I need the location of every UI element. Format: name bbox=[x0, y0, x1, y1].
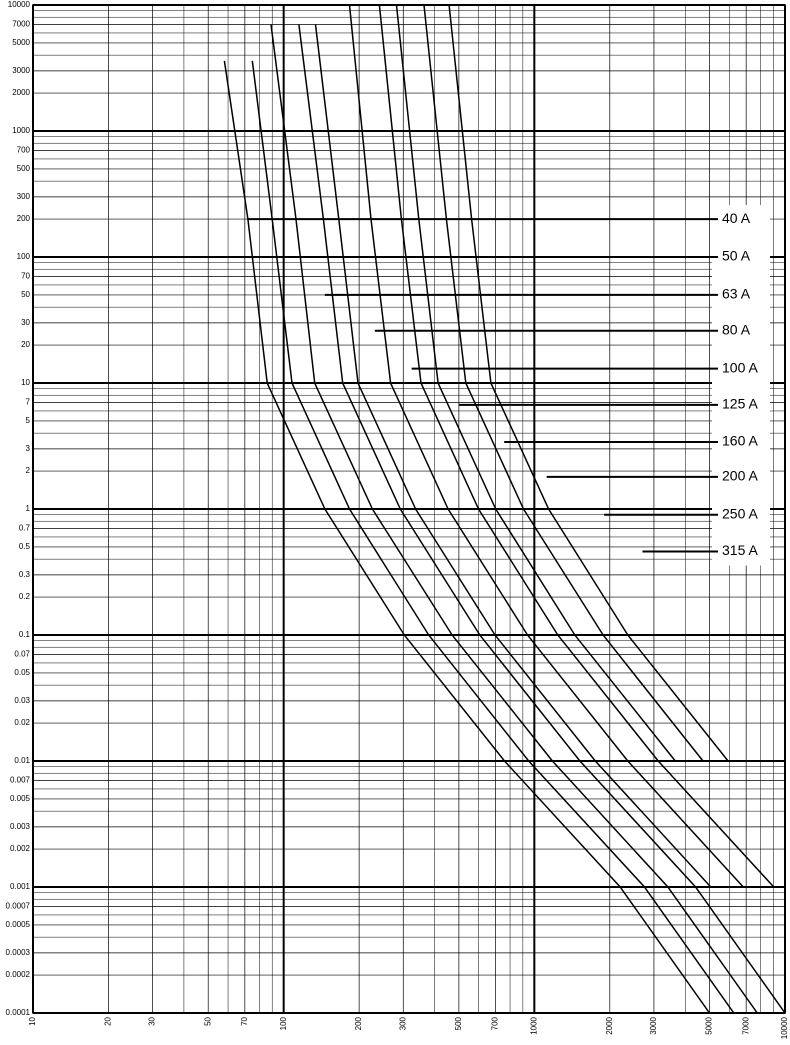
rating-label: 250 A bbox=[722, 505, 758, 521]
y-tick-label: 0.3 bbox=[19, 570, 31, 579]
y-tick-label: 2000 bbox=[12, 88, 30, 97]
label-panel bbox=[712, 205, 770, 566]
x-tick-label: 10000 bbox=[780, 1016, 789, 1039]
y-tick-label: 0.1 bbox=[19, 630, 31, 639]
x-tick-label: 5000 bbox=[705, 1016, 714, 1034]
curve bbox=[395, 5, 676, 762]
y-tick-label: 7 bbox=[26, 398, 31, 407]
y-tick-label: 0.7 bbox=[19, 524, 31, 533]
y-tick-label: 700 bbox=[17, 146, 31, 155]
y-tick-label: 0.05 bbox=[14, 668, 30, 677]
y-tick-label: 500 bbox=[17, 164, 31, 173]
y-tick-label: 5000 bbox=[12, 38, 30, 47]
x-tick-label: 2000 bbox=[605, 1016, 614, 1034]
y-tick-label: 2 bbox=[26, 466, 31, 475]
rating-label: 315 A bbox=[722, 542, 758, 558]
y-tick-label: 200 bbox=[17, 214, 31, 223]
x-tick-label: 300 bbox=[398, 1016, 407, 1030]
y-tick-label: 0.03 bbox=[14, 696, 30, 705]
x-tick-label: 3000 bbox=[649, 1016, 658, 1034]
y-tick-label: 0.0003 bbox=[6, 948, 31, 957]
y-tick-label: 7000 bbox=[12, 20, 30, 29]
x-tick-label: 700 bbox=[491, 1016, 500, 1030]
x-tick-label: 70 bbox=[240, 1016, 249, 1025]
y-tick-label: 100 bbox=[17, 252, 31, 261]
rating-label: 200 A bbox=[722, 468, 758, 484]
x-tick-label: 10 bbox=[28, 1016, 37, 1025]
y-tick-label: 10000 bbox=[8, 0, 31, 9]
y-tick-label: 0.002 bbox=[10, 844, 31, 853]
plot-frame bbox=[32, 4, 786, 1014]
y-tick-label: 30 bbox=[21, 318, 30, 327]
y-tick-label: 0.07 bbox=[14, 650, 30, 659]
curve bbox=[223, 60, 711, 1013]
y-tick-label: 0.007 bbox=[10, 776, 31, 785]
y-tick-label: 20 bbox=[21, 340, 30, 349]
y-tick-label: 5 bbox=[26, 416, 31, 425]
curve bbox=[298, 24, 785, 1013]
y-tick-label: 1 bbox=[26, 504, 31, 513]
rating-label: 125 A bbox=[722, 396, 758, 412]
y-tick-label: 3 bbox=[26, 444, 31, 453]
x-tick-label: 500 bbox=[454, 1016, 463, 1030]
y-tick-label: 0.0001 bbox=[6, 1008, 31, 1017]
y-tick-label: 0.0007 bbox=[6, 902, 31, 911]
x-tick-label: 1000 bbox=[529, 1016, 538, 1034]
y-tick-label: 1000 bbox=[12, 126, 30, 135]
rating-label: 160 A bbox=[722, 433, 758, 449]
y-tick-label: 70 bbox=[21, 272, 30, 281]
y-tick-label: 0.001 bbox=[10, 882, 31, 891]
x-tick-label: 30 bbox=[148, 1016, 157, 1025]
rating-label: 50 A bbox=[722, 248, 751, 264]
rating-label: 100 A bbox=[722, 359, 758, 375]
y-tick-label: 0.5 bbox=[19, 542, 31, 551]
rating-label: 63 A bbox=[722, 286, 751, 302]
y-tick-label: 0.2 bbox=[19, 592, 31, 601]
x-tick-label: 20 bbox=[104, 1016, 113, 1025]
curve bbox=[423, 5, 704, 762]
y-tick-label: 10 bbox=[21, 378, 30, 387]
y-tick-label: 50 bbox=[21, 290, 30, 299]
curve bbox=[448, 5, 729, 762]
x-tick-label: 7000 bbox=[741, 1016, 750, 1034]
y-tick-label: 0.005 bbox=[10, 794, 31, 803]
x-tick-label: 200 bbox=[354, 1016, 363, 1030]
rating-label: 40 A bbox=[722, 210, 751, 226]
y-tick-label: 0.0005 bbox=[6, 920, 31, 929]
y-tick-label: 0.003 bbox=[10, 822, 31, 831]
y-tick-label: 3000 bbox=[12, 66, 30, 75]
x-tick-label: 50 bbox=[203, 1016, 212, 1025]
curve bbox=[251, 60, 735, 1013]
y-tick-label: 300 bbox=[17, 192, 31, 201]
curve bbox=[270, 24, 758, 1013]
x-tick-label: 100 bbox=[279, 1016, 288, 1030]
y-tick-label: 0.02 bbox=[14, 718, 30, 727]
rating-label: 80 A bbox=[722, 321, 751, 337]
y-tick-label: 0.0002 bbox=[6, 970, 31, 979]
y-tick-label: 0.01 bbox=[14, 756, 30, 765]
